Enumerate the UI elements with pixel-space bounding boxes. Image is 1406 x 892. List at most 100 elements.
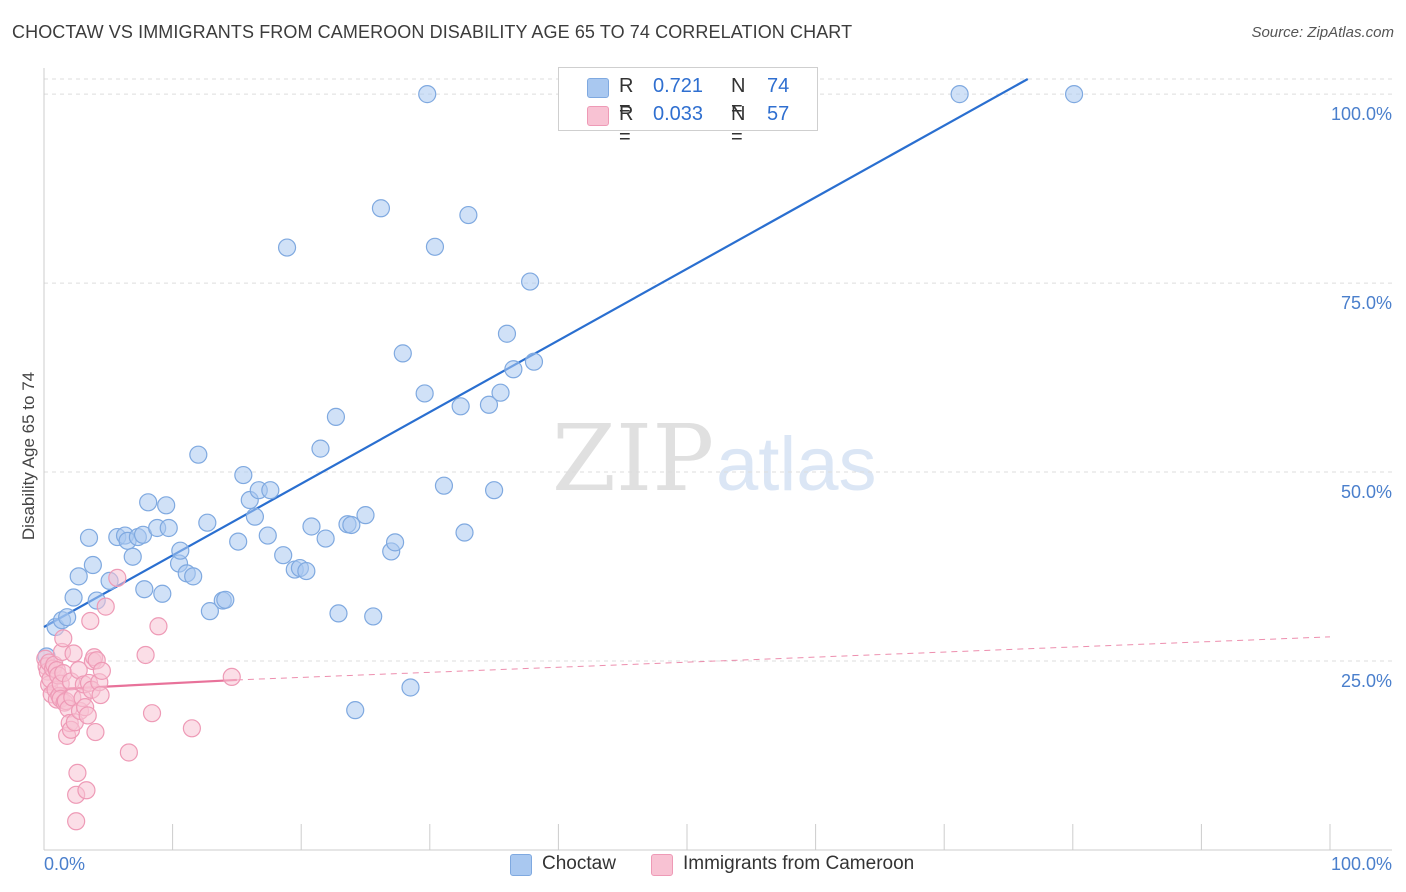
point-choctaw — [342, 515, 361, 535]
bottom-legend-swatch-cameroon — [651, 854, 673, 876]
point-choctaw — [434, 476, 454, 495]
legend-swatch-choctaw — [587, 78, 609, 98]
point-choctaw — [451, 397, 470, 416]
series-choctaw — [37, 85, 1084, 720]
y-tick-label: 100.0% — [1331, 104, 1392, 124]
point-choctaw — [356, 506, 375, 525]
point-choctaw — [216, 590, 235, 609]
point-choctaw — [455, 523, 474, 542]
legend-n-label: N = — [731, 103, 746, 148]
y-tick-label: 75.0% — [1341, 293, 1392, 313]
bottom-legend-label-choctaw: Choctaw — [542, 853, 616, 874]
data-points — [36, 85, 1084, 831]
watermark-atlas: atlas — [716, 422, 877, 507]
bottom-legend-label-cameroon: Immigrants from Cameroon — [683, 853, 915, 874]
point-choctaw — [329, 604, 348, 623]
point-choctaw — [418, 85, 437, 104]
point-cameroon — [222, 667, 241, 687]
point-choctaw — [58, 608, 77, 627]
point-cameroon — [96, 597, 115, 616]
point-cameroon — [149, 617, 168, 636]
point-choctaw — [425, 237, 445, 256]
point-choctaw — [393, 344, 412, 363]
point-choctaw — [64, 588, 83, 607]
point-choctaw — [302, 517, 321, 536]
point-cameroon — [81, 611, 100, 631]
point-choctaw — [950, 85, 969, 104]
point-choctaw — [415, 384, 434, 403]
point-choctaw — [153, 584, 172, 603]
point-choctaw — [171, 541, 190, 560]
point-choctaw — [200, 602, 219, 621]
point-choctaw — [229, 532, 248, 551]
point-choctaw — [159, 518, 178, 538]
point-choctaw — [521, 272, 540, 291]
point-choctaw — [491, 383, 510, 402]
point-cameroon — [108, 568, 127, 587]
legend: R = 0.721 N = 74 R = 0.033 N = 57 — [558, 67, 818, 148]
point-choctaw — [69, 567, 88, 586]
point-choctaw — [258, 526, 277, 545]
point-choctaw — [135, 580, 154, 599]
point-choctaw — [479, 395, 499, 414]
point-choctaw — [497, 324, 517, 343]
legend-swatch-cameroon — [587, 106, 609, 126]
point-choctaw — [139, 493, 158, 512]
point-cameroon — [77, 781, 96, 800]
y-tick-label: 25.0% — [1341, 671, 1392, 691]
point-cameroon — [86, 722, 105, 742]
legend-r-value: 0.721 — [653, 75, 704, 97]
y-tick-label: 50.0% — [1341, 482, 1392, 502]
point-choctaw — [524, 352, 544, 371]
point-cameroon — [182, 719, 201, 738]
point-choctaw — [261, 481, 280, 500]
watermark: ZIP atlas — [552, 405, 877, 512]
chart-title: CHOCTAW VS IMMIGRANTS FROM CAMEROON DISA… — [12, 22, 853, 42]
point-cameroon — [78, 706, 97, 725]
bottom-legend-swatch-choctaw — [510, 854, 532, 876]
point-cameroon — [91, 685, 110, 705]
point-choctaw — [485, 481, 504, 500]
legend-r-value: 0.033 — [653, 103, 704, 125]
point-choctaw — [346, 701, 365, 720]
point-choctaw — [326, 407, 346, 426]
trend-lines — [43, 78, 1331, 691]
point-choctaw — [459, 205, 478, 225]
point-cameroon — [68, 763, 87, 783]
point-cameroon — [64, 644, 83, 663]
point-choctaw — [371, 199, 391, 218]
point-cameroon — [119, 743, 138, 762]
point-cameroon — [92, 661, 111, 680]
point-choctaw — [364, 607, 383, 626]
point-cameroon — [54, 629, 73, 648]
legend-n-value: 57 — [767, 103, 790, 125]
watermark-zip: ZIP — [552, 405, 714, 512]
source-label: Source: ZipAtlas.com — [1251, 24, 1394, 41]
point-cameroon — [142, 704, 162, 723]
point-choctaw — [83, 555, 102, 575]
legend-n-label: N = — [731, 75, 746, 120]
point-choctaw — [385, 533, 405, 552]
grid-lines — [44, 78, 1392, 662]
axes — [43, 68, 1392, 851]
point-choctaw — [79, 528, 99, 547]
point-choctaw — [274, 546, 293, 565]
trend-line-cameroon-extension — [236, 636, 1331, 681]
point-cameroon — [67, 812, 86, 831]
point-choctaw — [245, 507, 265, 526]
point-cameroon — [136, 645, 155, 665]
point-choctaw — [198, 513, 217, 532]
point-choctaw — [234, 465, 253, 485]
legend-r-label: R = — [619, 75, 634, 120]
point-choctaw — [311, 439, 330, 458]
y-axis-label: Disability Age 65 to 74 — [19, 372, 38, 540]
tick-labels: 25.0% 50.0% 75.0% 100.0% 0.0% 100.0% — [44, 104, 1392, 874]
legend-r-label: R = — [619, 103, 634, 148]
series-cameroon — [36, 568, 241, 831]
point-choctaw — [401, 678, 420, 697]
point-choctaw — [316, 529, 335, 548]
point-choctaw — [1064, 85, 1084, 104]
x-tick-label-min: 0.0% — [44, 854, 85, 874]
point-choctaw — [123, 547, 142, 566]
